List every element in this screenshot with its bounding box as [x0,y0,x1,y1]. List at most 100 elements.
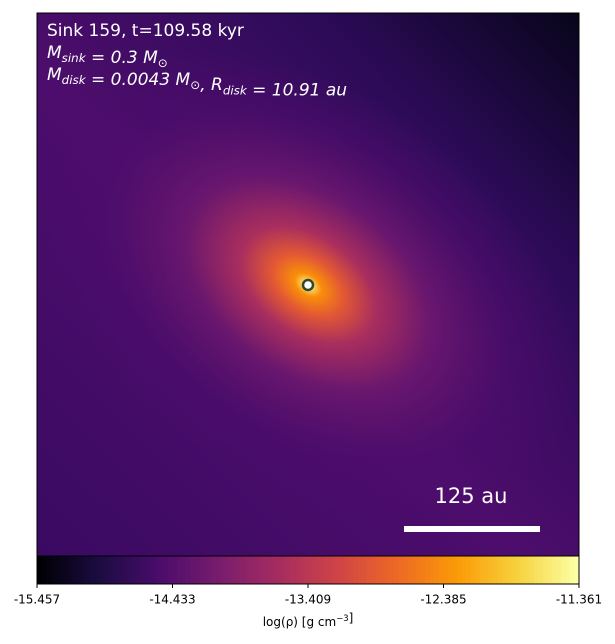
colorbar-cell [344,556,350,584]
colorbar-cell [556,556,562,584]
colorbar-cell [91,556,97,584]
colorbar-cell [407,556,413,584]
annotation-text: Sink 159, t=109.58 kyr [47,21,244,41]
colorbar-cell [303,556,309,584]
colorbar-cell [77,556,83,584]
colorbar-cell [551,556,557,584]
annotation: Mdisk = 0.0043 M⊙, Rdisk = 10.91 au [47,65,347,100]
colorbar-cell [294,556,300,584]
colorbar-cell [542,556,548,584]
colorbar-cell [158,556,164,584]
colorbar-cell [131,556,137,584]
colorbar-cell [100,556,106,584]
colorbar-cell [208,556,214,584]
colorbar-cell [493,556,499,584]
colorbar-cell [502,556,508,584]
colorbar-cell [235,556,241,584]
colorbar-cell [204,556,210,584]
colorbar-cell [438,556,444,584]
colorbar-cell [140,556,146,584]
colorbar-cell [127,556,133,584]
colorbar-cell [104,556,110,584]
colorbar-cell [389,556,395,584]
colorbar-cell [547,556,553,584]
colorbar-cell [262,556,268,584]
colorbar-cell [226,556,232,584]
colorbar-cell [371,556,377,584]
annotation-superscript: −3 [336,612,348,622]
colorbar-cell [335,556,341,584]
colorbar-cell [190,556,196,584]
colorbar-cell [308,556,314,584]
colorbar-cell [443,556,449,584]
colorbar-cell [506,556,512,584]
colorbar-cell [565,556,571,584]
colorbar-cell [267,556,273,584]
annotation-text: ] [349,610,354,624]
scale-bar-label: 125 au [435,484,508,508]
colorbar-cell [118,556,124,584]
colorbar-cell [298,556,304,584]
colorbar-cell [497,556,503,584]
colorbar-cell [95,556,101,584]
annotation-subscript: disk [62,73,87,87]
annotation-subscript: ⊙ [190,78,200,92]
colorbar-cell [312,556,318,584]
colorbar-cell [420,556,426,584]
colorbar-cell [574,556,580,584]
colorbar-cell [276,556,282,584]
colorbar-cell [37,556,43,584]
annotation-text: M [47,65,62,85]
colorbar-cell [46,556,52,584]
annotation-subscript: ⊙ [158,56,168,70]
colorbar-cell [222,556,228,584]
annotation-subscript: disk [223,83,248,97]
colorbar-cell [149,556,155,584]
colorbar-cell [479,556,485,584]
colorbar-cell [457,556,463,584]
colorbar-tick-label: -14.433 [149,593,195,607]
colorbar-cell [326,556,332,584]
colorbar-cell [195,556,201,584]
annotation-text: log(ρ) [g cm [263,615,337,629]
colorbar-cell [249,556,255,584]
colorbar-tick-label: -11.361 [556,593,602,607]
colorbar-cell [86,556,92,584]
colorbar-cell [109,556,115,584]
annotation-text: = 0.3 M [86,48,158,68]
colorbar-cell [330,556,336,584]
colorbar-cell [353,556,359,584]
colorbar-cell [366,556,372,584]
colorbar-cell [317,556,323,584]
colorbar-cell [64,556,70,584]
colorbar-cell [434,556,440,584]
colorbar-cell [529,556,535,584]
colorbar-cell [289,556,295,584]
colorbar-cell [258,556,264,584]
colorbar-cell [520,556,526,584]
colorbar-cell [231,556,237,584]
colorbar-cell [488,556,494,584]
colorbar-cell [244,556,250,584]
colorbar-cell [538,556,544,584]
colorbar-cell [511,556,517,584]
colorbar-cell [145,556,151,584]
colorbar-cell [321,556,327,584]
colorbar-cell [240,556,246,584]
colorbar-cell [348,556,354,584]
colorbar-cell [55,556,61,584]
colorbar-cell [59,556,65,584]
colorbar-cell [163,556,169,584]
colorbar-cell [167,556,173,584]
colorbar-cell [73,556,79,584]
colorbar-cell [533,556,539,584]
colorbar-cell [339,556,345,584]
colorbar-cell [68,556,74,584]
colorbar-tick-label: -15.457 [14,593,60,607]
colorbar-cell [515,556,521,584]
colorbar-cell [362,556,368,584]
colorbar-cell [375,556,381,584]
colorbar-cell [199,556,205,584]
